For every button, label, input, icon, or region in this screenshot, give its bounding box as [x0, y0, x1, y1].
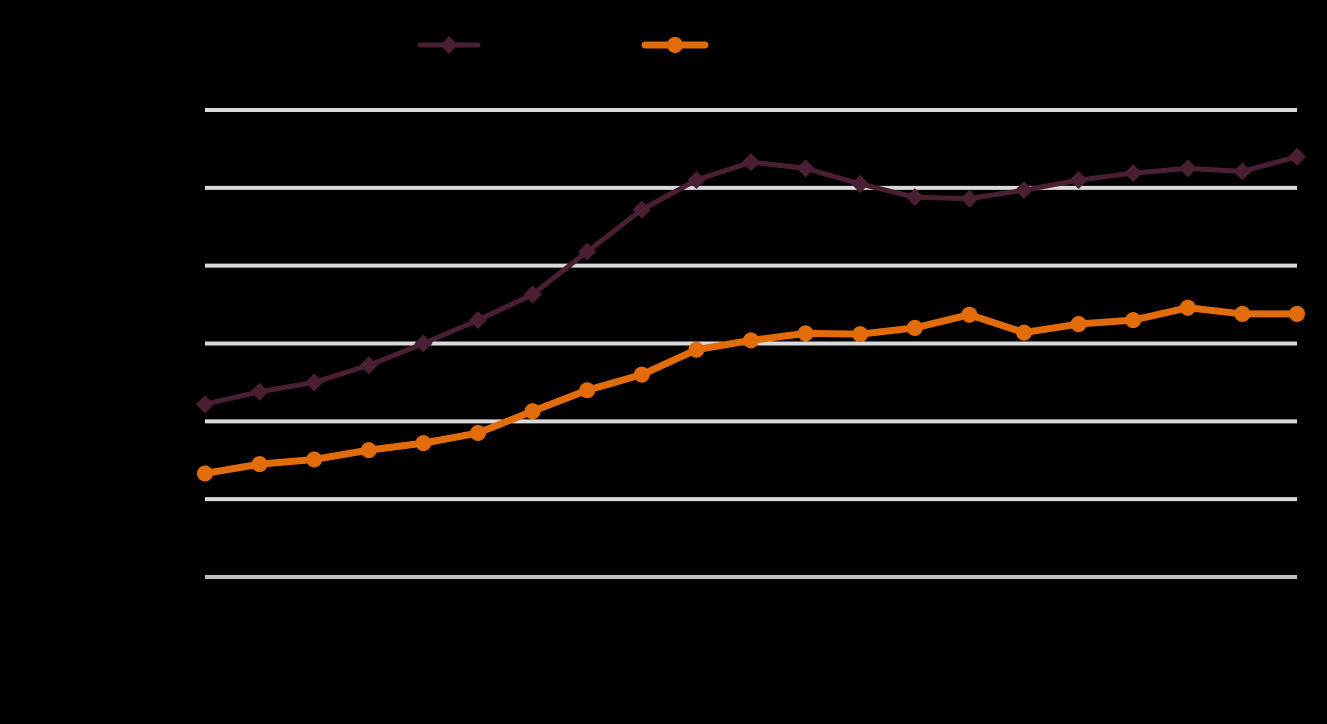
- series-2-point-10: [688, 341, 705, 358]
- series-2-point-15: [961, 306, 978, 323]
- series-1-point-14: [905, 188, 924, 207]
- series-group: [196, 147, 1306, 482]
- series-1-point-6: [469, 311, 487, 330]
- series-1-point-20: [1233, 162, 1252, 181]
- series-2-point-11: [743, 332, 759, 349]
- legend-swatch-marker-1: [440, 36, 458, 54]
- series-2-point-3: [306, 451, 323, 468]
- series-2-point-13: [852, 326, 869, 343]
- series-1-point-3: [305, 373, 324, 392]
- series-1-point-13: [851, 174, 870, 193]
- gridlines: [205, 108, 1297, 579]
- series-2-point-4: [360, 442, 377, 459]
- series-2-point-21: [1289, 305, 1305, 322]
- series-2-point-6: [470, 425, 486, 442]
- series-2-point-7: [524, 403, 541, 420]
- series-1: [196, 147, 1306, 414]
- legend-item-2: [641, 37, 709, 53]
- series-1-point-15: [960, 189, 979, 208]
- series-1-point-1: [196, 395, 214, 414]
- series-1-point-4: [359, 356, 378, 375]
- series-1-point-12: [796, 159, 815, 178]
- series-2-point-5: [415, 435, 432, 452]
- series-1-point-9: [632, 200, 651, 219]
- series-2: [197, 299, 1305, 482]
- legend-item-1: [417, 36, 481, 54]
- series-2-point-1: [197, 465, 213, 482]
- series-1-point-21: [1288, 147, 1306, 166]
- series-1-point-2: [250, 382, 269, 401]
- series-1-point-11: [742, 153, 760, 172]
- series-2-point-20: [1234, 305, 1251, 322]
- series-2-point-18: [1125, 312, 1142, 329]
- series-2-point-8: [579, 382, 596, 399]
- legend-swatch-marker-2: [667, 37, 683, 53]
- series-2-point-2: [251, 456, 268, 473]
- series-1-point-19: [1178, 159, 1197, 178]
- series-1-point-17: [1069, 171, 1088, 190]
- series-2-point-14: [906, 319, 923, 336]
- series-1-point-10: [687, 171, 706, 190]
- series-2-point-16: [1016, 324, 1032, 341]
- series-1-point-5: [414, 334, 433, 353]
- series-1-point-16: [1015, 181, 1033, 200]
- series-2-point-12: [797, 325, 814, 342]
- series-1-point-18: [1124, 164, 1143, 183]
- series-1-point-8: [578, 242, 597, 261]
- legend: [417, 36, 709, 54]
- series-2-point-9: [633, 366, 650, 383]
- series-1-point-7: [523, 285, 542, 304]
- series-2-point-17: [1070, 316, 1087, 333]
- series-2-point-19: [1179, 299, 1196, 316]
